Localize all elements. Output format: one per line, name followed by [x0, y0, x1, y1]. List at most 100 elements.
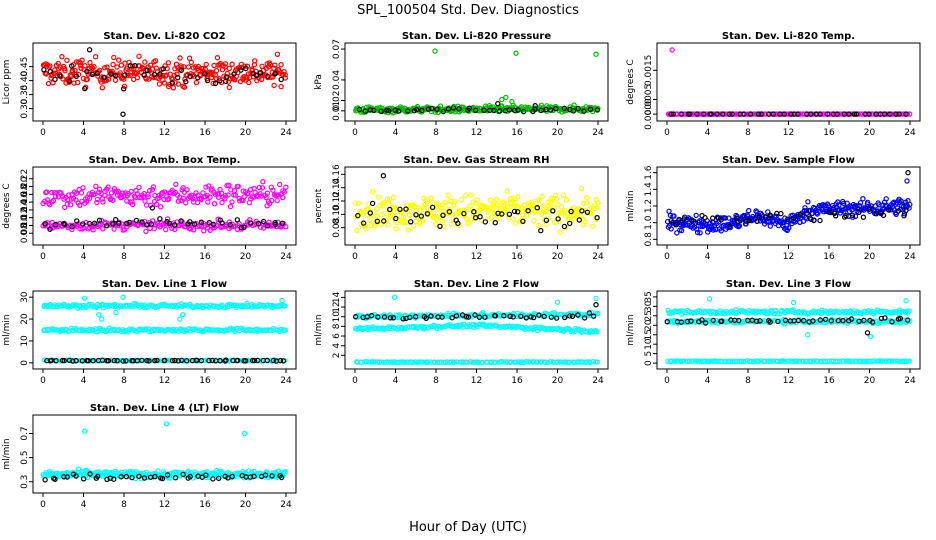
data-point — [178, 67, 184, 74]
data-point — [668, 358, 675, 364]
data-point — [447, 206, 453, 213]
data-point — [674, 230, 680, 236]
panel-3: Stan. Dev. Li-820 Temp. 0 4 8 12 16 20 24 0.0000… — [626, 31, 921, 138]
data-point — [763, 309, 769, 316]
x-tick-label: 24 — [592, 128, 604, 138]
data-point-outlier — [805, 332, 811, 338]
data-point — [52, 221, 59, 228]
data-point — [590, 313, 597, 319]
data-point — [151, 71, 158, 78]
x-tick-label: 12 — [471, 128, 482, 138]
points-group — [40, 421, 288, 483]
panel-title: Stan. Dev. Li-820 CO2 — [103, 31, 225, 42]
data-point — [594, 329, 600, 335]
panel-title: Stan. Dev. Li-820 Pressure — [402, 31, 552, 42]
data-point — [178, 218, 184, 224]
data-point — [708, 111, 715, 117]
data-point — [123, 358, 129, 364]
data-point — [249, 357, 256, 364]
data-point — [727, 358, 733, 365]
data-point — [278, 83, 284, 90]
data-point — [104, 64, 110, 70]
data-point — [205, 199, 211, 205]
data-point — [127, 72, 133, 79]
y-tick-label: 0.7 — [20, 426, 30, 440]
data-point — [229, 473, 235, 480]
data-point — [154, 357, 160, 364]
data-point — [482, 314, 488, 320]
data-point — [258, 76, 265, 83]
data-point — [146, 328, 152, 334]
data-point — [259, 185, 266, 191]
data-point — [157, 204, 164, 210]
data-point — [262, 472, 269, 478]
data-point — [419, 359, 426, 365]
data-point — [205, 183, 212, 189]
data-point-outlier — [903, 298, 909, 304]
data-point — [484, 108, 490, 114]
data-point — [518, 313, 524, 319]
data-point — [282, 72, 288, 78]
data-point — [720, 222, 727, 229]
data-point — [241, 194, 247, 200]
data-point — [736, 317, 742, 324]
y-axis-label: ml/min — [314, 314, 324, 345]
data-point-outlier — [179, 312, 186, 318]
data-point — [248, 302, 255, 308]
data-point — [555, 216, 561, 222]
data-point — [235, 183, 241, 190]
y-tick-label: 0.12 — [332, 191, 342, 211]
x-tick-label: 8 — [433, 252, 439, 262]
data-point — [811, 358, 817, 364]
data-point — [593, 327, 599, 334]
data-point — [550, 208, 556, 214]
data-point — [222, 196, 228, 202]
data-point — [61, 474, 67, 480]
data-point — [736, 223, 743, 229]
data-point — [470, 199, 476, 205]
data-point — [255, 357, 261, 364]
data-point — [569, 313, 576, 319]
y-tick-label: 4 — [332, 343, 342, 349]
x-tick-label: 0 — [664, 252, 670, 262]
x-tick-label: 20 — [240, 500, 252, 510]
data-point — [111, 226, 117, 232]
data-point — [43, 71, 50, 77]
x-tick-label: 0 — [40, 252, 46, 262]
data-point — [581, 315, 588, 321]
data-point — [264, 357, 270, 364]
data-point — [571, 102, 577, 108]
data-point — [803, 207, 810, 214]
y-axis-label: kPa — [314, 74, 324, 90]
x-tick-label: 16 — [199, 500, 211, 510]
data-point — [98, 79, 104, 85]
data-point-outlier — [176, 316, 183, 322]
data-point — [568, 208, 574, 215]
data-point — [161, 189, 168, 195]
data-point — [795, 111, 801, 117]
data-point — [455, 220, 461, 227]
data-point-outlier — [149, 205, 156, 211]
data-point — [539, 193, 545, 200]
data-point — [272, 62, 278, 68]
data-point — [860, 214, 867, 220]
data-point — [903, 358, 910, 364]
data-point — [110, 61, 116, 68]
data-point-outlier — [120, 111, 126, 117]
data-point — [492, 359, 498, 365]
data-point — [739, 358, 745, 364]
data-point — [887, 358, 893, 364]
data-point — [582, 219, 588, 225]
data-point — [116, 220, 122, 226]
data-point — [238, 224, 244, 231]
x-tick-label: 8 — [745, 376, 751, 386]
data-point — [246, 79, 252, 86]
data-point — [251, 473, 257, 480]
panel-7: Stan. Dev. Line 1 Flow 0 4 8 12 16 20 24 0 10 20 30… — [2, 279, 297, 386]
data-point — [219, 199, 225, 206]
data-point — [476, 314, 483, 320]
data-point — [781, 358, 788, 365]
data-point — [52, 76, 58, 83]
data-point — [362, 108, 369, 114]
data-point — [157, 71, 163, 77]
